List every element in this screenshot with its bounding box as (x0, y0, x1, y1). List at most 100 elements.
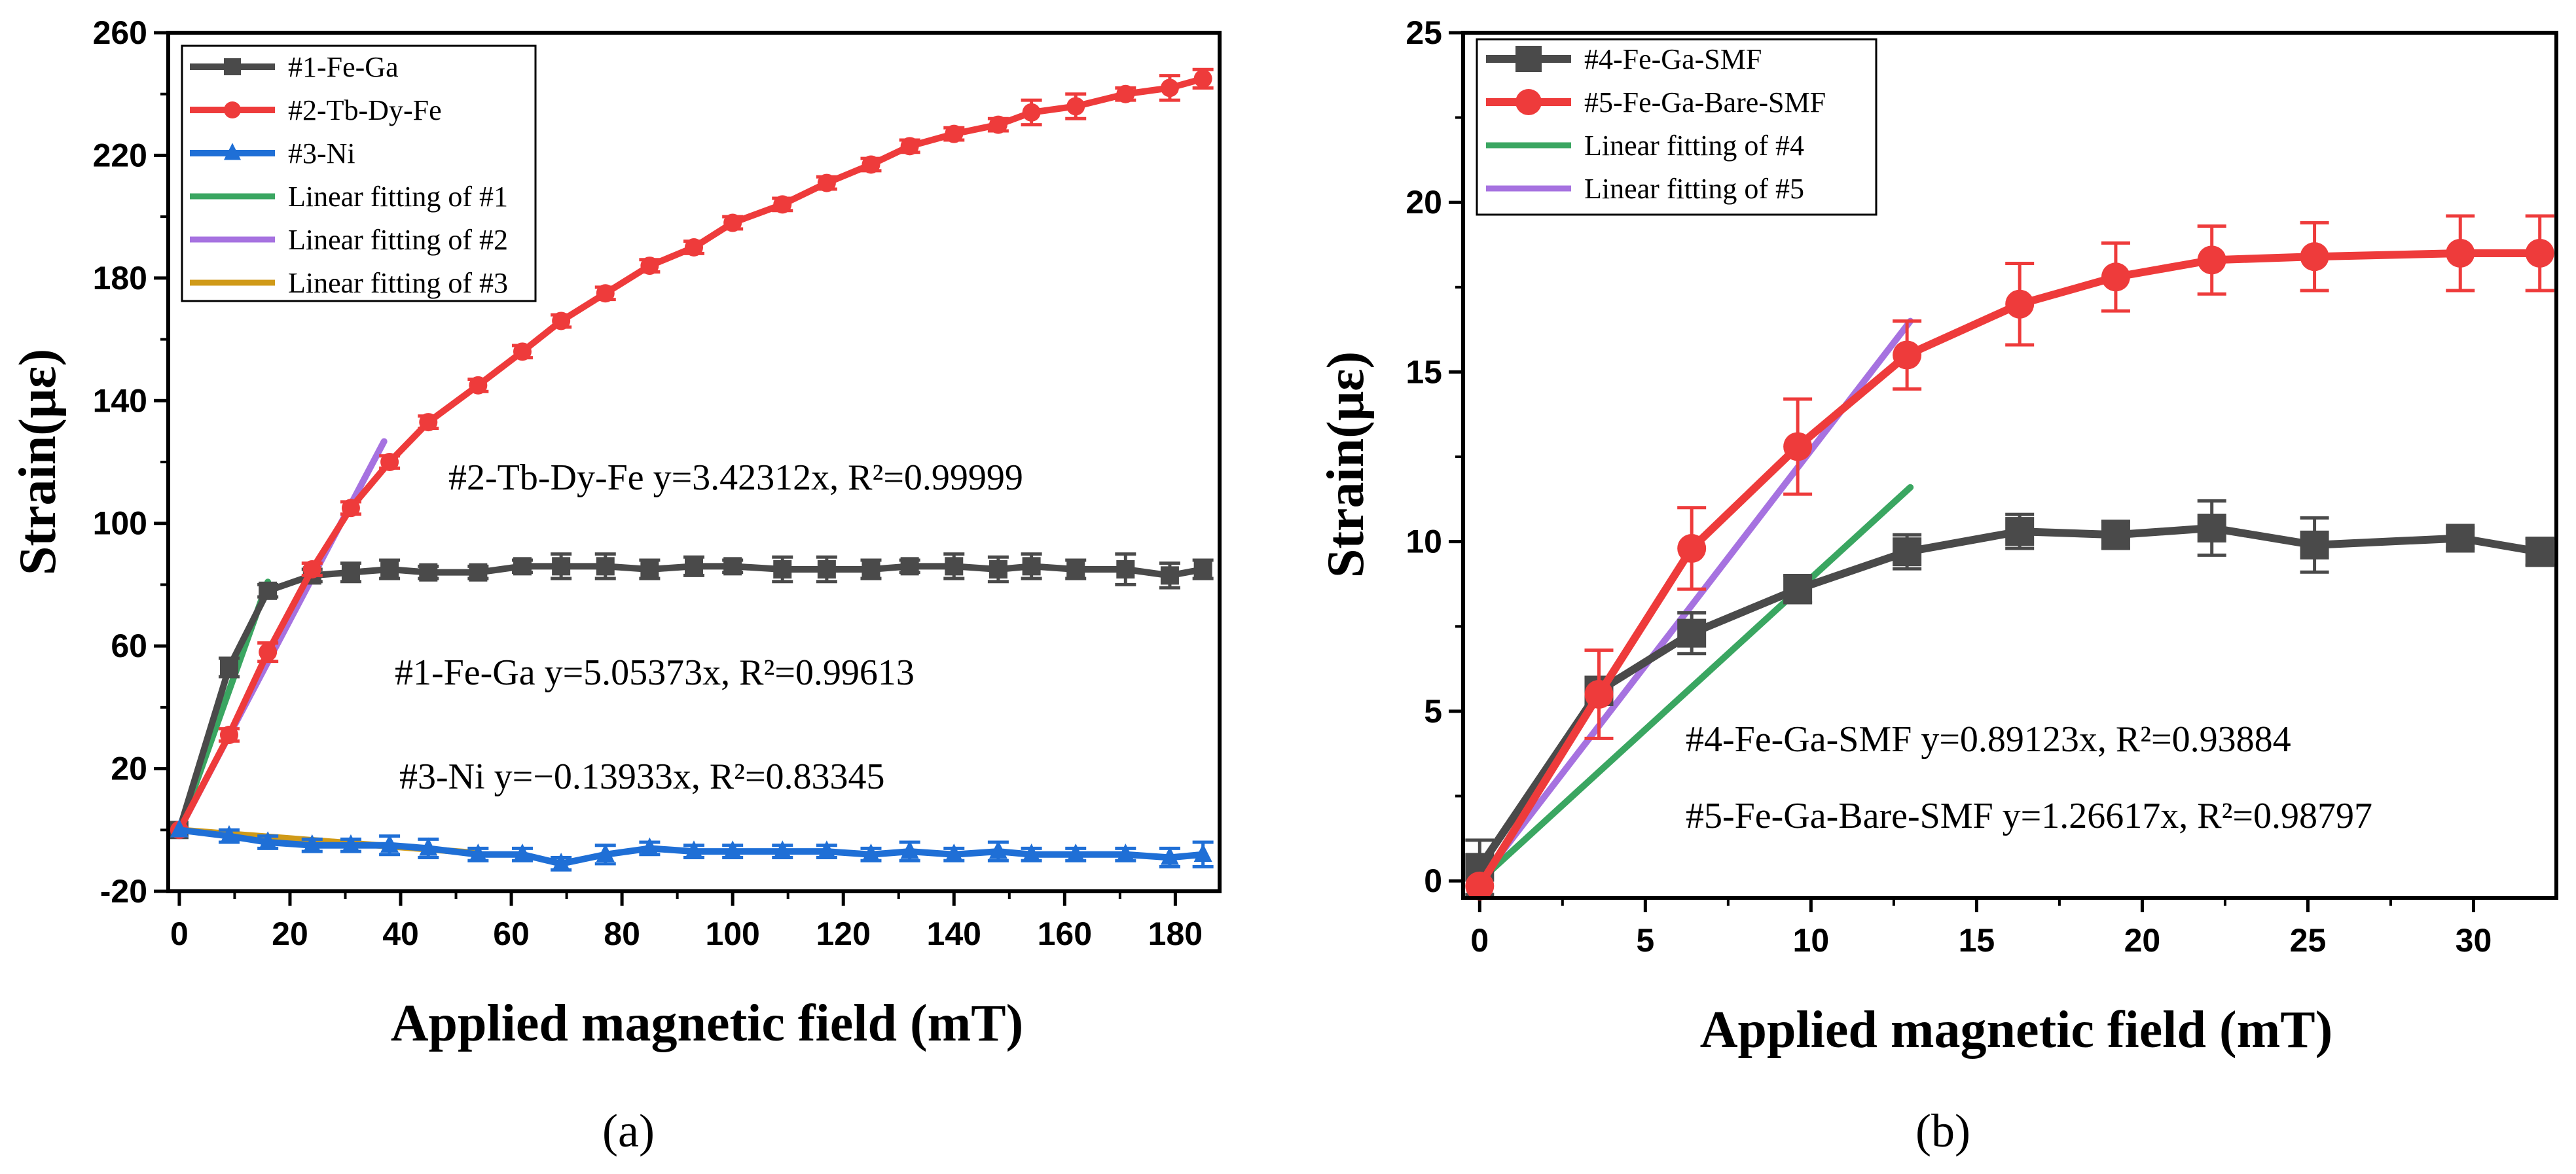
y-tick-label: 15 (1406, 353, 1442, 390)
data-point (552, 557, 571, 576)
data-point (219, 658, 238, 677)
data-point (513, 557, 532, 576)
data-point (2525, 537, 2554, 567)
data-point (1677, 534, 1707, 563)
data-point (419, 837, 438, 856)
x-tick-label: 0 (170, 916, 189, 952)
data-point (1584, 679, 1614, 709)
data-point (1465, 871, 1495, 900)
panel-a-legend-box (181, 44, 537, 302)
data-point (302, 834, 321, 853)
data-point (1116, 84, 1135, 103)
data-point (341, 499, 360, 518)
legend-entry-linear-fitting-of-3: Linear fitting of #3 (190, 267, 508, 299)
panel-b-plot-frame (1461, 31, 2558, 900)
data-point (989, 115, 1007, 134)
data-point (817, 173, 836, 192)
x-tick-label: 120 (816, 916, 871, 952)
legend-label: #4-Fe-Ga-SMF (1584, 43, 1762, 75)
data-point (2300, 530, 2329, 560)
data-point (341, 563, 360, 582)
data-point (302, 560, 321, 578)
data-point (513, 342, 532, 361)
data-point (259, 831, 278, 850)
data-point (380, 834, 399, 853)
y-tick-label: 20 (1406, 184, 1442, 221)
data-point (900, 557, 919, 576)
panel-a-label: (a) (602, 1105, 655, 1157)
legend-marker (224, 143, 241, 160)
data-point (2197, 245, 2226, 275)
data-point (419, 413, 438, 432)
data-point (817, 560, 836, 578)
x-tick-label: 160 (1038, 916, 1092, 952)
data-point (2300, 242, 2329, 272)
panel-a-legend: #1-Fe-Ga #2-Tb-Dy-Fe #3-Ni Linear fitting o… (181, 44, 537, 302)
data-point (817, 840, 836, 859)
panel-a-annotation-ni: #3-Ni y=−0.13933x, R²=0.83345 (399, 756, 885, 797)
data-point (945, 557, 964, 576)
y-tick-label: -20 (100, 873, 147, 910)
panel-b-legend: #4-Fe-Ga-SMF #5-Fe-Ga-Bare-SMF Linear fitt… (1476, 38, 1878, 216)
data-point (596, 284, 615, 303)
x-tick-label: 20 (272, 916, 308, 952)
legend-marker (224, 101, 241, 118)
panel-b-y-axis-title: Strain(με) (1317, 351, 1375, 578)
y-tick-label: 260 (93, 14, 147, 51)
x-tick-label: 30 (2456, 922, 2492, 959)
data-point (596, 557, 615, 576)
legend-label: Linear fitting of #1 (288, 181, 508, 213)
data-point (1193, 843, 1212, 862)
x-tick-label: 60 (493, 916, 530, 952)
legend-label: #5-Fe-Ga-Bare-SMF (1584, 86, 1826, 118)
data-point (2101, 520, 2130, 550)
data-point (1116, 843, 1135, 862)
data-point (723, 840, 742, 859)
legend-marker (1515, 46, 1542, 72)
y-tick-label: 20 (111, 751, 147, 787)
data-point (419, 563, 438, 582)
legend-entry-4-fe-ga-smf: #4-Fe-Ga-SMF (1486, 43, 1762, 75)
x-tick-label: 20 (2124, 922, 2161, 959)
panel-b-x-axis-title: Applied magnetic field (mT) (1700, 1001, 2333, 1059)
y-tick-label: 180 (93, 260, 147, 296)
data-point (469, 843, 488, 862)
legend-marker (1515, 89, 1542, 115)
legend-entry-5-fe-ga-bare-smf: #5-Fe-Ga-Bare-SMF (1486, 86, 1826, 118)
data-point (469, 376, 488, 395)
data-point (596, 843, 615, 862)
data-point (862, 560, 880, 578)
data-point (773, 195, 792, 214)
data-point (1022, 843, 1041, 862)
data-point (1783, 432, 1813, 461)
x-tick-label: 140 (927, 916, 981, 952)
legend-entry-linear-fitting-of-1: Linear fitting of #1 (190, 181, 508, 213)
data-point (723, 557, 742, 576)
data-point (1893, 340, 1922, 370)
data-point (900, 137, 919, 156)
panel-b-series (1465, 214, 2554, 900)
data-point (1160, 846, 1179, 865)
data-point (170, 819, 189, 838)
data-point (1066, 843, 1085, 862)
data-point (723, 213, 742, 232)
data-point (640, 837, 659, 856)
panel-b-annotation-fega-bare-smf: #5-Fe-Ga-Bare-SMF y=1.26617x, R²=0.98797 (1686, 796, 2372, 836)
legend-entry-linear-fitting-of-4: Linear fitting of #4 (1486, 130, 1804, 162)
data-point (945, 843, 964, 862)
y-tick-label: 220 (93, 137, 147, 173)
data-point (989, 560, 1007, 578)
panel-a-ticks: 0 20 40 60 80 100 120 140 160 180 -20 20 60 100 140 180… (93, 14, 1203, 952)
data-point (989, 840, 1007, 859)
x-tick-label: 180 (1148, 916, 1203, 952)
data-point (552, 853, 571, 872)
data-point (640, 560, 659, 578)
data-point (1116, 560, 1135, 578)
panel-a: 0 20 40 60 80 100 120 140 160 180 -20 20 60 100 140 180… (9, 14, 1222, 1157)
data-point (900, 840, 919, 859)
legend-entry-2-tb-dy-fe: #2-Tb-Dy-Fe (190, 94, 442, 126)
y-tick-label: 140 (93, 382, 147, 419)
legend-label: Linear fitting of #5 (1584, 173, 1804, 205)
data-point (685, 557, 703, 576)
legend-entry-linear-fitting-of-2: Linear fitting of #2 (190, 224, 508, 256)
